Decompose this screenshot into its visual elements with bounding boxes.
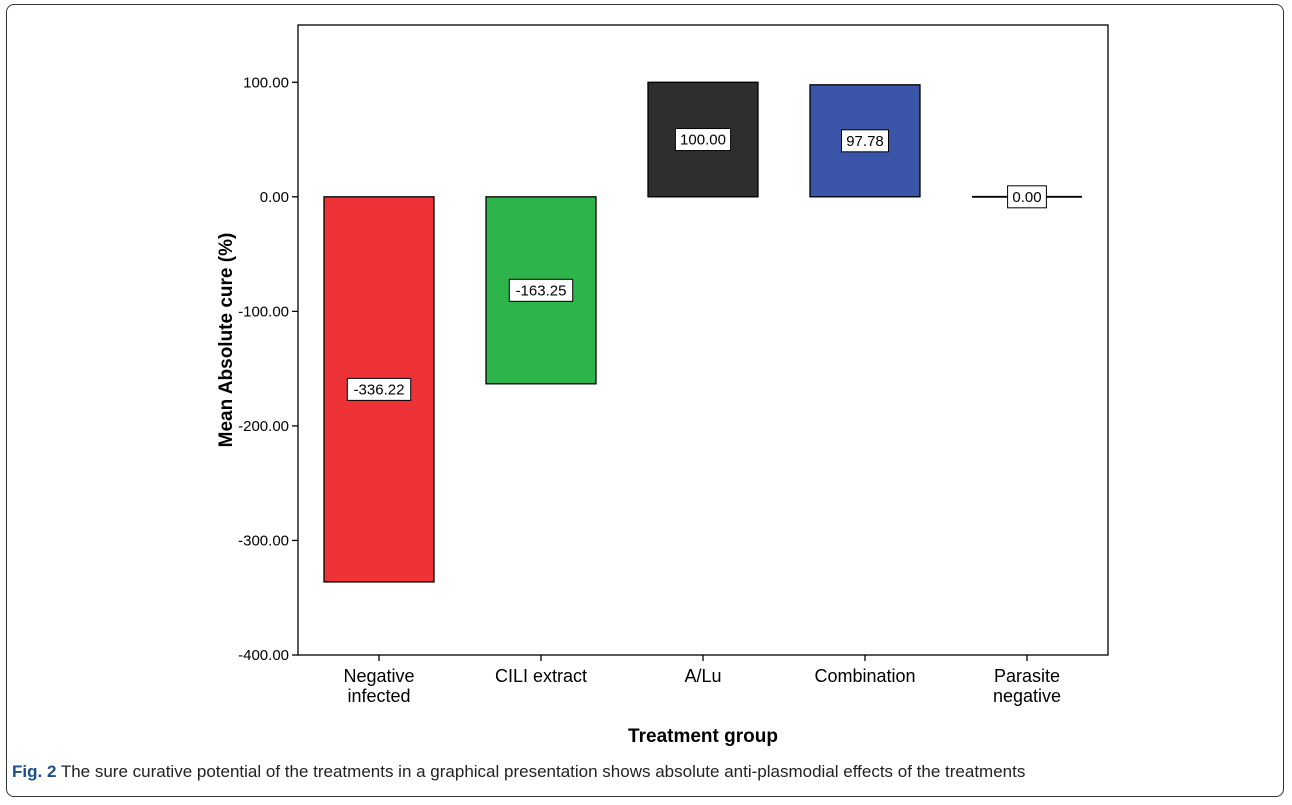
x-tick-label: Parasite negative: [993, 666, 1061, 706]
x-tick-label: CILI extract: [495, 666, 587, 686]
x-tick-label: Negative infected: [343, 666, 414, 706]
x-tick-label: Combination: [814, 666, 915, 686]
y-tick-label: -400.00: [238, 647, 289, 664]
y-tick-label: -100.00: [238, 303, 289, 320]
y-tick-label: -300.00: [238, 532, 289, 549]
data-label: 100.00: [680, 132, 726, 149]
data-label: -163.25: [516, 282, 567, 299]
x-axis: Negative infected CILI extract A/Lu Combinat…: [343, 655, 1061, 706]
figure-number: Fig. 2: [12, 762, 57, 781]
data-label: 0.00: [1012, 189, 1041, 206]
y-tick-label: 100.00: [243, 74, 289, 91]
x-axis-title: Treatment group: [628, 726, 778, 747]
data-label-box: [841, 129, 889, 153]
y-axis: 100.00 0.00 -100.00 -200.00 -300.00 -400.00: [238, 74, 298, 664]
y-tick-label: -200.00: [238, 418, 289, 435]
data-label-box: [674, 128, 732, 152]
data-label: 97.78: [846, 133, 884, 150]
bar-chart: 100.00 0.00 -100.00 -200.00 -300.00 -400.00 -…: [216, 24, 1109, 747]
bars: -336.22 -163.25 100.00 97.78 0.00: [323, 81, 1082, 583]
data-label: -336.22: [354, 381, 405, 398]
figure-frame: [6, 4, 1284, 797]
data-label-box: [346, 377, 412, 401]
x-tick-label: A/Lu: [684, 666, 721, 686]
data-label-box: [508, 278, 574, 302]
y-axis-title: Mean Absolute cure (%): [216, 233, 237, 448]
data-label-box: [1007, 185, 1047, 209]
caption-text: The sure curative potential of the treat…: [60, 762, 1026, 781]
y-tick-label: 0.00: [260, 189, 289, 206]
figure-caption: Fig. 2 The sure curative potential of th…: [12, 762, 1278, 782]
